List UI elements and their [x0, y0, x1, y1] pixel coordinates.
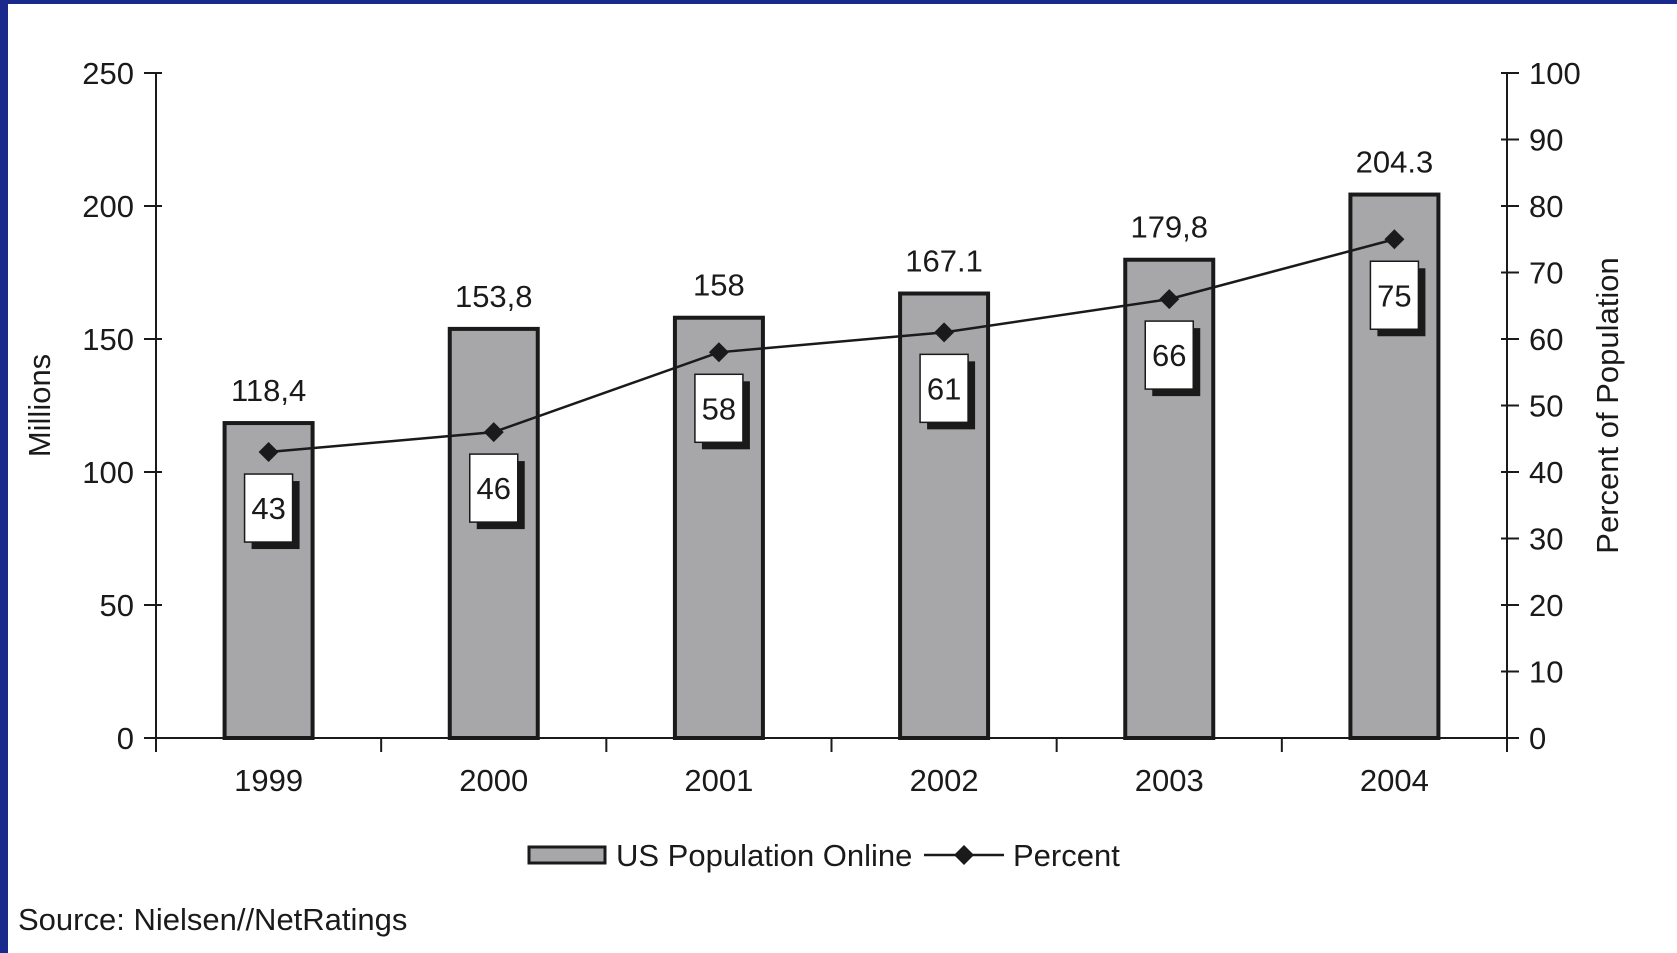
- bar-data-label: 167.1: [905, 244, 983, 279]
- percent-marker: [934, 322, 955, 343]
- left-axis-title: Millions: [22, 354, 57, 457]
- legend-label-us-population-online: US Population Online: [616, 838, 912, 873]
- right-tick-label: 10: [1529, 655, 1563, 690]
- x-tick-label: 2001: [684, 763, 753, 798]
- x-tick-label: 2003: [1135, 763, 1204, 798]
- bar-data-label: 179,8: [1130, 210, 1208, 245]
- percent-data-label: 43: [251, 491, 285, 526]
- right-tick-label: 60: [1529, 322, 1563, 357]
- bar-us-population-online: [447, 326, 540, 740]
- percent-marker: [708, 342, 729, 363]
- bar-data-label: 118,4: [231, 373, 306, 408]
- x-tick-label: 2000: [459, 763, 528, 798]
- x-tick-label: 2002: [910, 763, 979, 798]
- right-tick-label: 100: [1529, 56, 1581, 91]
- right-tick-label: 70: [1529, 256, 1563, 291]
- right-axis-title: Percent of Population: [1590, 257, 1625, 553]
- right-tick-label: 90: [1529, 123, 1563, 158]
- legend-marker-diamond: [954, 845, 974, 865]
- percent-data-label: 61: [927, 371, 961, 406]
- combo-chart: 0 50 100 150 200 250 0 10 20 30 40 50 60 70 80 90 100 Mil…: [22, 56, 1625, 873]
- legend-label-percent: Percent: [1013, 838, 1120, 873]
- source-note: Source: Nielsen//NetRatings: [18, 902, 408, 937]
- legend-swatch-bar: [527, 845, 607, 865]
- x-tick-label: 1999: [234, 763, 303, 798]
- x-tick-label: 2004: [1360, 763, 1429, 798]
- percent-data-label: 46: [477, 471, 511, 506]
- bar-data-label: 204.3: [1356, 145, 1434, 180]
- chart-panel: 0 50 100 150 200 250 0 10 20 30 40 50 60 70 80 90 100 Mil…: [8, 4, 1677, 953]
- percent-marker: [1159, 289, 1180, 310]
- right-tick-label: 40: [1529, 455, 1563, 490]
- right-tick-label: 20: [1529, 588, 1563, 623]
- percent-marker: [258, 442, 279, 463]
- percent-data-label: 58: [702, 391, 736, 426]
- percent-label-box: [919, 353, 969, 424]
- percent-label-box: [1369, 260, 1420, 330]
- right-tick-label: 80: [1529, 189, 1563, 224]
- left-tick-label: 250: [82, 56, 134, 91]
- percent-data-label: 66: [1152, 338, 1186, 373]
- percent-marker: [483, 422, 504, 443]
- bar-data-label: 153,8: [455, 279, 533, 314]
- right-tick-label: 30: [1529, 522, 1563, 557]
- left-tick-label: 100: [82, 455, 134, 490]
- left-tick-label: 50: [100, 588, 134, 623]
- bar-us-population-online: [222, 421, 315, 740]
- right-tick-label: 0: [1529, 721, 1546, 756]
- percent-marker: [1384, 229, 1405, 250]
- left-tick-label: 0: [117, 721, 134, 756]
- percent-label-box: [469, 453, 519, 523]
- percent-label-box: [1144, 320, 1194, 390]
- right-tick-label: 50: [1529, 389, 1563, 424]
- bar-data-label: 158: [693, 268, 745, 303]
- line-percent: [268, 238, 1395, 454]
- percent-label-box: [694, 373, 744, 444]
- left-tick-label: 150: [82, 322, 134, 357]
- percent-label-box: [243, 473, 294, 543]
- percent-data-label: 75: [1377, 278, 1411, 313]
- left-tick-label: 200: [82, 189, 134, 224]
